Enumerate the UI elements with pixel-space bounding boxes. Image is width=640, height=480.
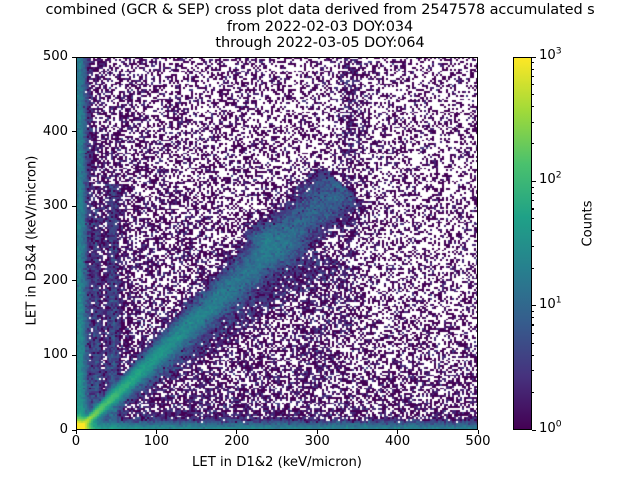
colorbar-tick — [532, 305, 536, 307]
x-axis-tick-label: 0 — [71, 434, 81, 449]
colorbar-minor-tick — [532, 208, 535, 210]
colorbar-gradient — [513, 57, 532, 430]
y-axis-tick-label: 300 — [42, 198, 68, 214]
chart-title-line-2: from 2022-02-03 DOY:034 — [226, 18, 414, 35]
colorbar-minor-tick — [532, 75, 535, 77]
colorbar-tick-label: 103 — [539, 45, 562, 63]
colorbar-tick-label: 100 — [539, 418, 562, 436]
x-axis-tick-label: 300 — [304, 434, 330, 449]
colorbar-tick — [532, 429, 536, 431]
colorbar-minor-tick — [532, 192, 535, 194]
y-axis-tick-label: 200 — [42, 272, 68, 288]
y-axis-tick — [72, 131, 76, 133]
colorbar-minor-tick — [532, 105, 535, 108]
colorbar-minor-tick — [532, 342, 535, 344]
chart-title: combined (GCR & SEP) cross plot data der… — [0, 2, 640, 52]
colorbar-minor-tick — [532, 354, 535, 356]
colorbar — [513, 57, 532, 430]
colorbar-minor-tick — [532, 392, 535, 394]
x-axis-tick — [397, 430, 399, 434]
colorbar-tick — [532, 180, 536, 182]
y-axis-tick-label: 0 — [59, 422, 68, 437]
x-axis-tick — [155, 430, 157, 434]
y-axis-label: LET in D3&4 (keV/micron) — [24, 155, 40, 326]
density-scatter-plot — [77, 58, 477, 429]
x-axis-tick-label: 200 — [224, 434, 250, 449]
colorbar-minor-tick — [532, 84, 535, 86]
y-axis-tick-label: 400 — [42, 123, 68, 139]
colorbar-minor-tick — [532, 62, 535, 64]
x-axis-tick — [236, 430, 238, 434]
colorbar-label: Counts — [580, 200, 596, 247]
colorbar-minor-tick — [532, 68, 535, 70]
y-axis-tick-label: 100 — [42, 347, 68, 363]
chart-title-line-3: through 2022-03-05 DOY:064 — [215, 35, 425, 51]
colorbar-minor-tick — [532, 143, 535, 145]
y-axis-tick — [72, 429, 76, 431]
colorbar-minor-tick — [532, 370, 535, 372]
y-axis-tick — [72, 280, 76, 282]
x-axis-tick-label: 100 — [143, 434, 169, 449]
colorbar-minor-tick — [532, 93, 535, 96]
x-axis-tick — [477, 430, 479, 434]
x-axis-tick-label: 500 — [465, 434, 491, 449]
y-axis-tick — [72, 205, 76, 207]
colorbar-minor-tick — [532, 230, 535, 232]
y-axis-tick — [72, 56, 76, 58]
y-axis-tick-label: 500 — [42, 49, 68, 64]
colorbar-minor-tick — [532, 218, 535, 220]
y-axis-tick — [72, 354, 76, 356]
x-axis-tick-label: 400 — [385, 434, 411, 449]
x-axis-label: LET in D1&2 (keV/micron) — [192, 455, 362, 470]
plot-area — [76, 57, 478, 430]
colorbar-minor-tick — [532, 324, 535, 326]
chart-title-line-1: combined (GCR & SEP) cross plot data der… — [45, 2, 595, 18]
colorbar-tick-label: 102 — [539, 169, 562, 188]
colorbar-minor-tick — [532, 121, 535, 123]
x-axis-tick — [75, 430, 77, 434]
colorbar-tick-label: 101 — [539, 294, 562, 312]
colorbar-minor-tick — [532, 245, 535, 247]
colorbar-minor-tick — [532, 186, 535, 188]
colorbar-minor-tick — [532, 332, 535, 334]
colorbar-minor-tick — [532, 200, 535, 202]
x-axis-tick — [316, 430, 318, 434]
colorbar-tick — [532, 56, 536, 58]
colorbar-minor-tick — [532, 267, 535, 269]
colorbar-minor-tick — [532, 310, 535, 312]
colorbar-minor-tick — [532, 317, 535, 319]
